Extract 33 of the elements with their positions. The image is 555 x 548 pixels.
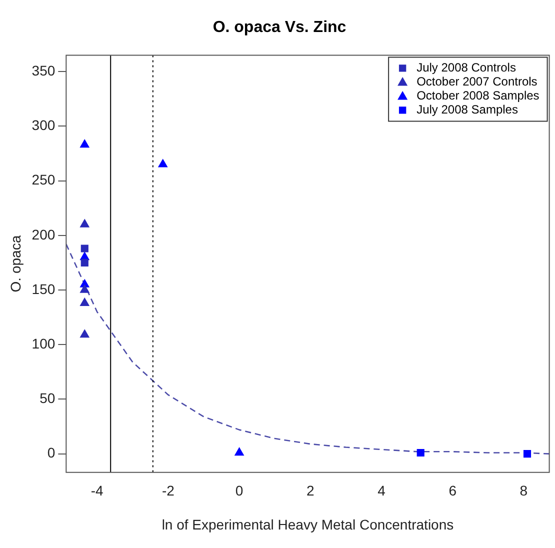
- x-tick-label: 2: [306, 482, 314, 499]
- x-tick-label: -2: [162, 482, 175, 499]
- x-tick-label: 6: [448, 482, 457, 499]
- point: [158, 159, 168, 168]
- point: [80, 330, 90, 338]
- point: [80, 284, 90, 293]
- legend-label: October 2007 Controls: [416, 74, 538, 89]
- point: [80, 140, 90, 148]
- x-axis-title: ln of Experimental Heavy Metal Concentrations: [162, 516, 454, 532]
- legend-label: July 2008 Samples: [416, 102, 518, 117]
- point: [234, 448, 244, 456]
- y-axis-title: O. opaca: [7, 235, 24, 292]
- point: [80, 258, 88, 266]
- y-tick-label: 100: [32, 335, 56, 352]
- x-tick-label: 0: [235, 482, 244, 499]
- legend-label: July 2008 Controls: [416, 60, 516, 75]
- point: [80, 298, 90, 306]
- y-tick-label: 350: [32, 62, 56, 78]
- y-tick-label: 150: [32, 280, 56, 297]
- x-tick-label: -4: [90, 482, 104, 499]
- y-tick-label: 50: [40, 390, 56, 406]
- x-tick-label: 8: [520, 482, 528, 499]
- y-tick-label: 0: [47, 444, 56, 461]
- y-tick-label: 300: [32, 117, 56, 134]
- y-tick-label: 250: [32, 172, 56, 188]
- x-tick-label: 4: [378, 482, 386, 499]
- legend-label: October 2008 Samples: [416, 88, 540, 103]
- point: [523, 450, 532, 458]
- y-tick-label: 200: [32, 226, 56, 242]
- chart-title: O. opaca Vs. Zinc: [212, 19, 346, 36]
- point: [80, 219, 90, 228]
- point: [416, 448, 424, 457]
- point: [80, 244, 88, 252]
